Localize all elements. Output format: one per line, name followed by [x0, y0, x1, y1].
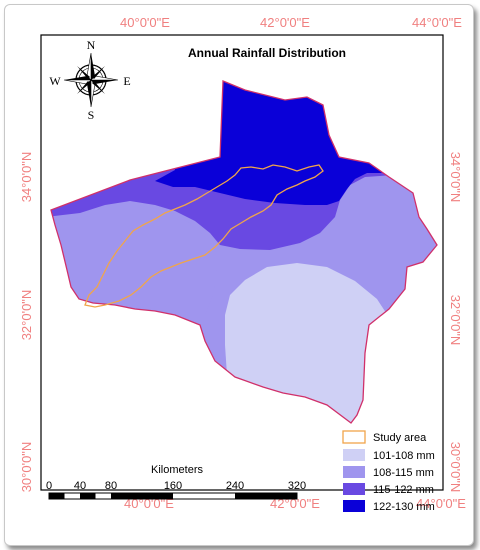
- compass-label-e: E: [123, 74, 130, 88]
- legend-label-study-area: Study area: [373, 432, 427, 444]
- scale-tick-160: 160: [164, 480, 182, 492]
- scale-bar: Kilometers 0 40 80 160 240 320: [46, 464, 306, 500]
- map-frame: Annual Rainfall Distribution 40°0'0"E 42…: [4, 4, 474, 546]
- compass-label-s: S: [88, 108, 95, 122]
- graticule-top-40e: 40°0'0"E: [120, 15, 170, 30]
- legend-swatch-122-130: [343, 500, 365, 512]
- region-boundary: [50, 80, 438, 424]
- scale-seg-4: [235, 493, 297, 499]
- legend-swatch-study-area: [342, 430, 366, 444]
- scale-tick-0: 0: [46, 480, 52, 492]
- graticule-left-30n: 30°0'0"N: [19, 442, 34, 493]
- legend-label-108-115: 108-115 mm: [373, 467, 434, 479]
- legend-swatch-108-115: [343, 466, 365, 478]
- scale-tick-40: 40: [74, 480, 86, 492]
- legend-label-115-122: 115-122 mm: [373, 484, 434, 496]
- scale-seg-2: [80, 493, 96, 499]
- legend-label-122-130: 122-130 mm: [373, 501, 435, 513]
- scale-bar-unit: Kilometers: [151, 464, 203, 476]
- graticule-bottom-40e: 40°0'0"E: [124, 496, 174, 511]
- map-title: Annual Rainfall Distribution: [188, 46, 346, 60]
- graticule-bottom-42e: 42°0'0"E: [270, 496, 320, 511]
- zone-101-108: [225, 263, 393, 423]
- graticule-left-32n: 32°0'0"N: [19, 290, 34, 341]
- compass-label-n: N: [87, 38, 96, 52]
- graticule-bottom-44e: 44°0'0"E: [416, 496, 466, 511]
- scale-tick-80: 80: [105, 480, 117, 492]
- graticule-top-42e: 42°0'0"E: [260, 15, 310, 30]
- scale-tick-320: 320: [288, 480, 306, 492]
- scale-seg-1: [49, 493, 65, 499]
- compass-rose-icon: [63, 52, 119, 108]
- scale-seg-3: [111, 493, 173, 499]
- graticule-right-32n: 32°0'0"N: [448, 295, 463, 346]
- scale-tick-240: 240: [226, 480, 244, 492]
- graticule-right-30n: 30°0'0"N: [448, 442, 463, 493]
- graticule-right-34n: 34°0'0"N: [448, 152, 463, 203]
- graticule-top-44e: 44°0'0"E: [412, 15, 462, 30]
- compass-label-w: W: [49, 74, 61, 88]
- legend: Study area 101-108 mm 108-115 mm 115-122…: [342, 430, 435, 513]
- legend-swatch-115-122: [343, 483, 365, 495]
- graticule-left-34n: 34°0'0"N: [19, 152, 34, 203]
- legend-swatch-101-108: [343, 449, 365, 461]
- legend-label-101-108: 101-108 mm: [373, 450, 435, 462]
- map-canvas: Annual Rainfall Distribution 40°0'0"E 42…: [19, 15, 466, 513]
- study-area-outline: [84, 164, 324, 308]
